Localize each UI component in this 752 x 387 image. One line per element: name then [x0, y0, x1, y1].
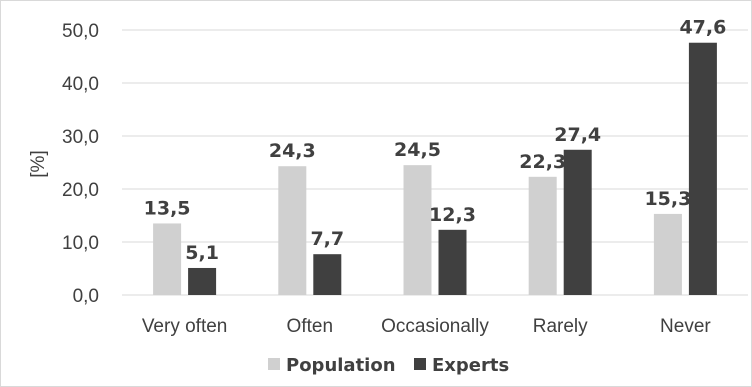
- data-label: 27,4: [554, 124, 601, 146]
- category-labels: Very often Often Occasionally Rarely Never: [142, 316, 712, 337]
- legend-swatch-population: [268, 358, 280, 370]
- gridlines: [122, 29, 748, 296]
- data-label: 5,1: [185, 242, 219, 264]
- y-tick-label: 0,0: [73, 286, 99, 307]
- category-label: Never: [660, 316, 711, 337]
- legend: Population Experts: [268, 355, 509, 376]
- y-tick-labels: 0,0 10,0 20,0 30,0 40,0 50,0: [62, 21, 99, 307]
- y-tick-label: 10,0: [62, 233, 99, 254]
- category-label: Very often: [142, 316, 228, 337]
- data-labels: 13,5 5,1 24,3 7,7 24,5 12,3 22,3 27,4 15,3 47,6: [144, 17, 727, 264]
- legend-label-population: Population: [286, 355, 396, 376]
- data-label: 24,5: [394, 139, 441, 161]
- bar-population: [403, 165, 432, 295]
- category-label: Occasionally: [381, 316, 489, 337]
- y-tick-label: 40,0: [62, 74, 99, 95]
- data-label: 12,3: [429, 204, 476, 226]
- bar-population: [153, 223, 182, 295]
- data-label: 24,3: [269, 140, 316, 162]
- y-tick-label: 20,0: [62, 180, 99, 201]
- bar-experts: [688, 42, 717, 295]
- bar-population: [528, 176, 557, 295]
- category-label: Often: [287, 316, 333, 337]
- legend-label-experts: Experts: [432, 355, 509, 376]
- data-label: 22,3: [519, 151, 566, 173]
- bars: [153, 42, 717, 295]
- data-label: 13,5: [144, 197, 191, 219]
- y-axis-label: [%]: [28, 150, 49, 177]
- bar-population: [653, 213, 682, 295]
- y-tick-label: 50,0: [62, 21, 99, 42]
- bar-experts: [438, 229, 467, 295]
- legend-swatch-experts: [414, 358, 426, 370]
- bar-population: [278, 166, 307, 295]
- category-label: Rarely: [533, 316, 588, 337]
- data-label: 47,6: [679, 17, 726, 39]
- data-label: 15,3: [644, 188, 691, 210]
- bar-experts: [563, 149, 592, 295]
- bar-experts: [313, 254, 342, 295]
- bar-experts: [188, 267, 217, 295]
- y-tick-label: 30,0: [62, 127, 99, 148]
- data-label: 7,7: [310, 228, 344, 250]
